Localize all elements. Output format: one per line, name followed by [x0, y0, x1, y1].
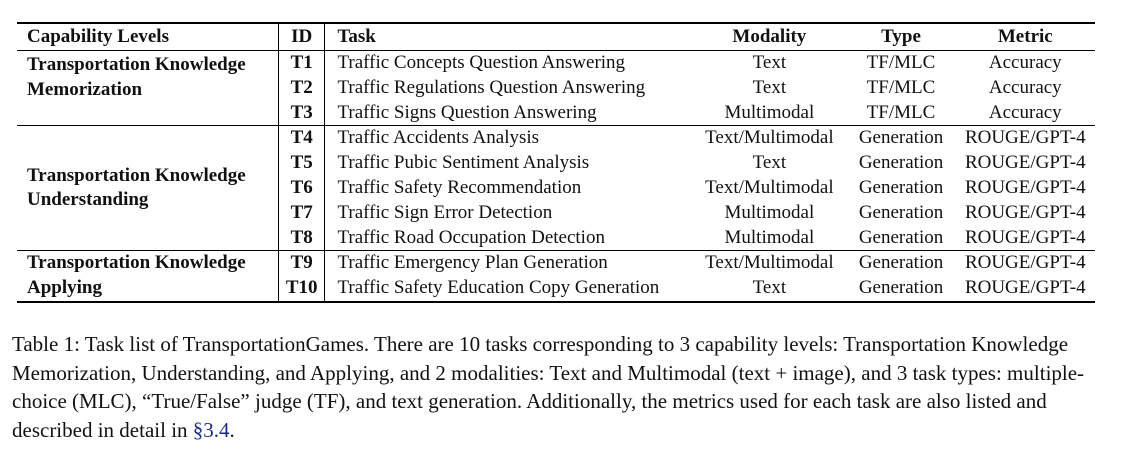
- task-metric: ROUGE/GPT-4: [964, 176, 1086, 198]
- task-name: Traffic Sign Error Detection: [337, 201, 553, 223]
- task-name: Traffic Emergency Plan Generation: [324, 250, 693, 277]
- task-name: Traffic Regulations Question Answering: [337, 76, 646, 98]
- task-metric: ROUGE/GPT-4: [964, 201, 1086, 223]
- table-row: T7 Traffic Sign Error Detection Multimod…: [17, 200, 1095, 226]
- task-modality: Text/Multimodal: [705, 176, 834, 198]
- caption-end: .: [229, 417, 235, 442]
- table-row: T3 Traffic Signs Question Answering Mult…: [17, 100, 1095, 126]
- task-type: TF/MLC: [866, 52, 936, 73]
- task-name: Traffic Accidents Analysis: [324, 125, 693, 152]
- task-modality: Text: [752, 76, 787, 98]
- task-type: Generation: [858, 176, 944, 198]
- table-row: T6 Traffic Safety Recommendation Text/Mu…: [17, 175, 1095, 201]
- task-id: T10: [278, 276, 326, 303]
- capability-label-line2: Understanding: [27, 189, 149, 211]
- capability-label-line1: Transportation Knowledge: [27, 164, 246, 186]
- task-metric: Accuracy: [988, 76, 1062, 98]
- task-table: Capability Levels ID Task Modality Type …: [17, 22, 1095, 303]
- task-type: Generation: [846, 276, 956, 303]
- table-row: Transportation Knowledge Applying T9 Tra…: [17, 250, 1095, 303]
- task-id: T6: [278, 175, 326, 201]
- task-type: TF/MLC: [866, 101, 936, 123]
- task-modality: Text/Multimodal: [692, 250, 847, 277]
- task-id: T9: [278, 250, 326, 277]
- header-metric: Metric: [955, 23, 1095, 51]
- table-row: Transportation Knowledge Understanding T…: [17, 125, 1095, 251]
- task-modality: Text: [752, 52, 787, 73]
- task-metric: ROUGE/GPT-4: [964, 226, 1086, 248]
- header-task: Task: [324, 23, 693, 51]
- task-type: Generation: [858, 152, 944, 174]
- header-id: ID: [278, 23, 326, 51]
- task-name: Traffic Road Occupation Detection: [337, 226, 605, 248]
- task-id: T2: [278, 75, 326, 101]
- task-metric: Accuracy: [988, 101, 1062, 123]
- table-row: T2 Traffic Regulations Question Answerin…: [17, 75, 1095, 101]
- table-caption: Table 1: Task list of TransportationGame…: [12, 330, 1112, 444]
- task-id: T8: [278, 225, 326, 251]
- task-type: Generation: [858, 226, 944, 248]
- task-name: Traffic Concepts Question Answering: [337, 52, 626, 73]
- task-type: Generation: [846, 125, 956, 152]
- task-type: TF/MLC: [866, 76, 936, 98]
- task-id: T5: [278, 151, 326, 176]
- header-capability: Capability Levels: [17, 23, 279, 51]
- task-metric: Accuracy: [988, 52, 1062, 73]
- capability-label-line2: Memorization: [27, 78, 143, 100]
- task-name: Traffic Pubic Sentiment Analysis: [337, 152, 590, 174]
- task-id: T7: [278, 200, 326, 226]
- header-modality: Modality: [692, 23, 847, 51]
- task-name: Traffic Signs Question Answering: [337, 101, 597, 123]
- task-metric: ROUGE/GPT-4: [955, 125, 1095, 152]
- table-row: Transportation Knowledge Memorization T1…: [17, 50, 1095, 126]
- capability-cell: Transportation Knowledge Understanding: [17, 125, 279, 251]
- task-modality: Text/Multimodal: [692, 125, 847, 152]
- table-row: T10 Traffic Safety Education Copy Genera…: [17, 276, 1095, 303]
- capability-label-line1: Transportation Knowledge: [27, 54, 246, 75]
- capability-cell: Transportation Knowledge Applying: [17, 250, 279, 303]
- task-metric: ROUGE/GPT-4: [964, 152, 1086, 174]
- table-row: T8 Traffic Road Occupation Detection Mul…: [17, 225, 1095, 251]
- capability-label-line2: Applying: [27, 277, 102, 299]
- task-modality: Text: [752, 152, 787, 174]
- task-type: Generation: [858, 201, 944, 223]
- table-row: T5 Traffic Pubic Sentiment Analysis Text…: [17, 151, 1095, 176]
- task-modality: Text: [692, 276, 847, 303]
- section-reference-link[interactable]: §3.4: [192, 417, 230, 442]
- task-type: Generation: [846, 250, 956, 277]
- task-modality: Multimodal: [724, 226, 815, 248]
- task-modality: Multimodal: [724, 201, 815, 223]
- caption-text: Table 1: Task list of TransportationGame…: [12, 332, 1085, 442]
- capability-label-line1: Transportation Knowledge: [27, 252, 246, 274]
- task-id: T4: [278, 125, 326, 152]
- task-id: T1: [278, 50, 326, 76]
- table-header-row: Capability Levels ID Task Modality Type …: [17, 23, 1095, 51]
- task-name: Traffic Safety Recommendation: [337, 176, 582, 198]
- task-name: Traffic Safety Education Copy Generation: [324, 276, 693, 303]
- task-metric: ROUGE/GPT-4: [955, 250, 1095, 277]
- task-metric: ROUGE/GPT-4: [955, 276, 1095, 303]
- task-modality: Multimodal: [724, 101, 815, 123]
- task-id: T3: [278, 100, 326, 126]
- header-type: Type: [846, 23, 956, 51]
- capability-cell: Transportation Knowledge Memorization: [17, 50, 279, 126]
